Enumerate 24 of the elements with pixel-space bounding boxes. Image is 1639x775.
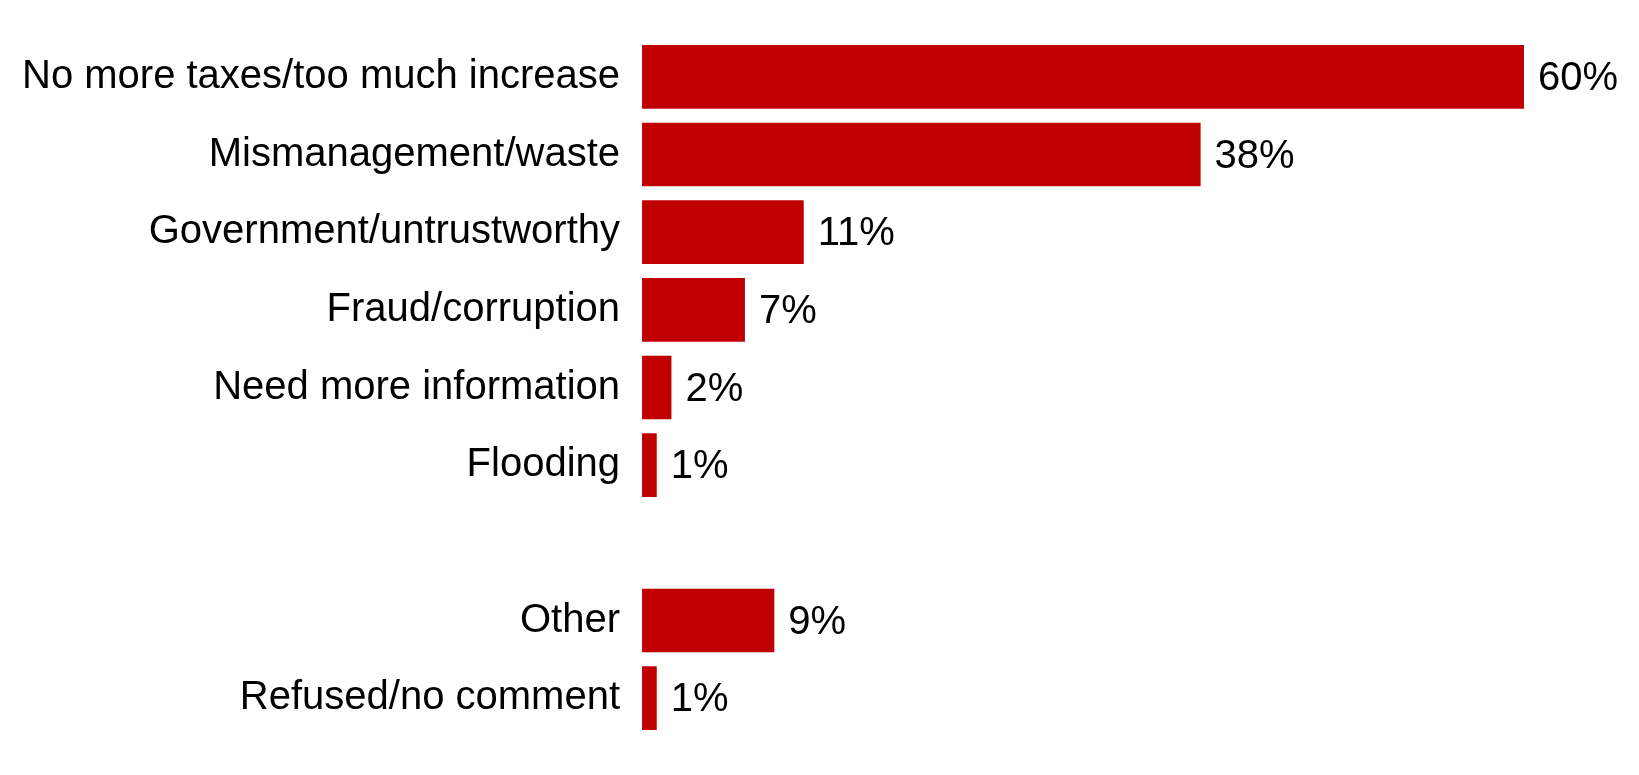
- y-tick-label: No more taxes/too much increase: [22, 51, 621, 96]
- y-tick-label: Fraud/corruption: [326, 284, 621, 329]
- bar: [642, 588, 775, 653]
- bar: [642, 200, 804, 265]
- data-label: 60%: [1538, 53, 1619, 98]
- bar: [642, 355, 672, 420]
- data-label: 11%: [817, 209, 895, 254]
- bar: [642, 433, 657, 498]
- y-tick-label: Refused/no comment: [239, 673, 621, 718]
- data-label: 1%: [670, 442, 729, 487]
- y-tick-label: Mismanagement/waste: [208, 129, 621, 174]
- y-tick-label: Need more information: [213, 362, 621, 407]
- data-label: 7%: [758, 286, 817, 331]
- data-label: 2%: [685, 364, 744, 409]
- bar: [642, 666, 657, 731]
- y-tick-label: Other: [520, 595, 621, 640]
- y-tick-label: Flooding: [466, 440, 621, 485]
- bar: [642, 44, 1524, 109]
- bar: [642, 122, 1201, 187]
- data-label: 38%: [1214, 131, 1295, 176]
- data-label: 1%: [670, 675, 729, 720]
- y-tick-label: Government/untrustworthy: [148, 207, 621, 252]
- bar: [642, 277, 745, 342]
- data-label: 9%: [788, 597, 847, 642]
